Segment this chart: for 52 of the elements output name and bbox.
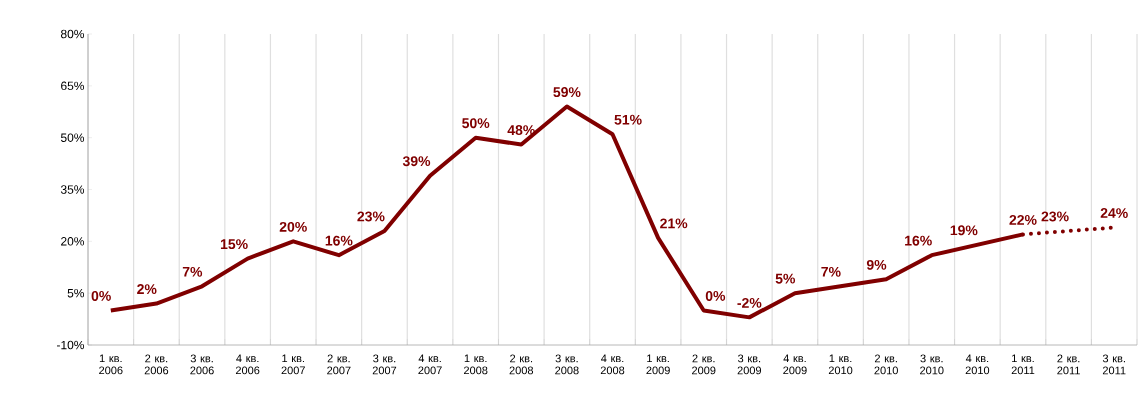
x-tick-label: 2 кв. 2011 <box>1057 354 1080 375</box>
x-tick-label: 3 кв. 2009 <box>737 354 762 375</box>
data-label: -2% <box>737 297 762 308</box>
x-tick-label: 1 кв. 2011 <box>1011 354 1035 375</box>
data-label: 19% <box>950 225 978 236</box>
x-tick-label: 3 кв. 2011 <box>1102 354 1126 375</box>
x-tick-label: 4 кв. 2010 <box>965 354 990 375</box>
data-label: 24% <box>1100 208 1128 218</box>
x-tick-label: 2 кв. 2008 <box>509 354 534 375</box>
data-label: 9% <box>866 259 887 270</box>
y-tick-label: 50% <box>60 133 85 142</box>
data-label: 21% <box>660 218 688 229</box>
y-tick-label: 65% <box>61 81 85 91</box>
y-tick-label: 20% <box>61 237 85 246</box>
data-label: 20% <box>279 221 307 232</box>
x-tick-label: 3 кв. 2006 <box>190 354 214 375</box>
data-label: 51% <box>614 114 642 125</box>
x-tick-label: 3 кв. 2007 <box>372 354 397 375</box>
data-label: 23% <box>1041 211 1069 222</box>
x-tick-label: 3 кв. 2008 <box>555 354 579 375</box>
data-label: 39% <box>402 156 431 167</box>
data-label: 0% <box>91 290 111 301</box>
x-tick-label: 4 кв. 2006 <box>235 354 260 375</box>
y-tick-label: 35% <box>60 185 85 194</box>
data-label: 7% <box>821 266 841 277</box>
data-label: 59% <box>553 87 581 98</box>
data-label: 16% <box>325 235 353 246</box>
data-label: 15% <box>220 239 248 250</box>
x-tick-label: 2 кв. 2010 <box>874 354 898 375</box>
x-tick-label: 1 кв. 2007 <box>281 354 305 375</box>
data-label: 50% <box>462 118 490 129</box>
y-tick-label: 80% <box>60 29 85 39</box>
y-tick-label: 5% <box>67 288 85 298</box>
x-tick-label: 1 кв. 2009 <box>646 354 670 375</box>
data-label: 5% <box>775 273 796 284</box>
x-tick-label: 3 кв. 2010 <box>920 354 944 375</box>
data-label: 7% <box>182 266 203 277</box>
data-label: 2% <box>137 284 157 294</box>
data-label: 22% <box>1009 215 1037 225</box>
data-label: 0% <box>705 290 726 301</box>
x-tick-label: 1 кв. 2008 <box>463 354 488 375</box>
x-tick-label: 2 кв. 2007 <box>327 354 351 375</box>
x-tick-label: 1 кв. 2006 <box>99 354 123 375</box>
data-label: 23% <box>357 211 385 222</box>
x-tick-label: 4 кв. 2009 <box>783 354 807 375</box>
x-tick-label: 4 кв. 2008 <box>600 354 625 375</box>
y-tick-label: -10% <box>56 340 85 350</box>
x-tick-label: 2 кв. 2009 <box>692 354 716 375</box>
x-tick-label: 1 кв. 2010 <box>828 354 853 375</box>
x-tick-label: 2 кв. 2006 <box>144 354 169 375</box>
x-tick-label: 4 кв. 2007 <box>418 354 442 375</box>
data-label: 16% <box>905 235 932 246</box>
